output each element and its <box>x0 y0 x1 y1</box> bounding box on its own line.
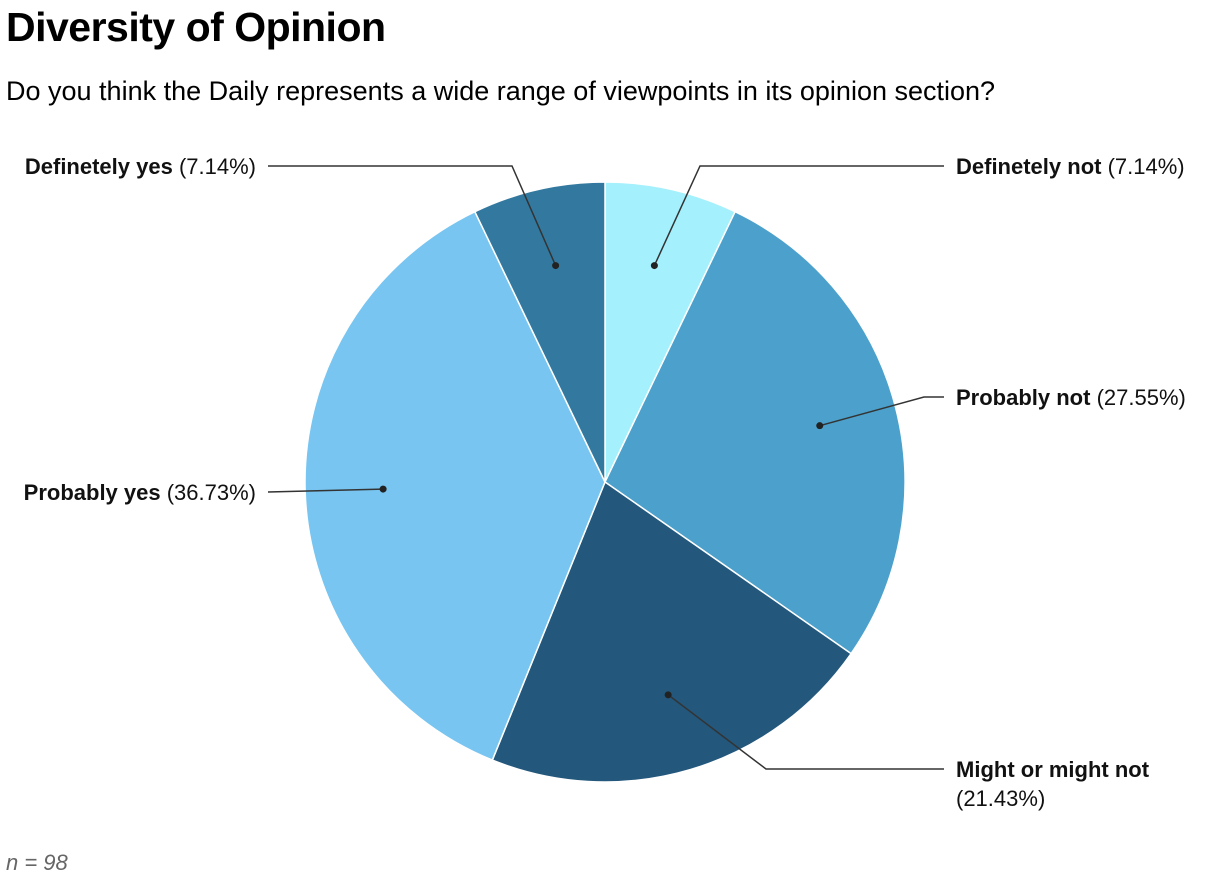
leader-dot-definitely-yes <box>552 262 560 270</box>
slice-label-category: Definetely yes <box>25 154 173 179</box>
slice-label-value: (36.73%) <box>161 480 256 505</box>
slice-label-value: (7.14%) <box>173 154 256 179</box>
pie-slice-definitely-not[interactable] <box>604 181 737 483</box>
leader-line-definitely-not <box>653 165 944 266</box>
leader-dot-definitely-not <box>650 262 658 270</box>
pie-slice-might-or-might-not[interactable] <box>491 480 853 783</box>
leader-dot-probably-yes <box>379 485 387 493</box>
slice-label-category: Probably yes <box>24 480 161 505</box>
slice-label-category: Probably not <box>956 385 1091 410</box>
pie-labels: Definetely not (7.14%) Probably not (27.5… <box>24 154 1186 811</box>
leader-line-might-or-might-not <box>667 694 944 770</box>
chart-title: Diversity of Opinion <box>6 4 386 50</box>
pie-slice-probably-not[interactable] <box>604 210 906 655</box>
slice-label-probably-yes: Probably yes (36.73%) <box>24 480 256 505</box>
leader-dot-might-or-might-not <box>664 691 672 699</box>
slice-label-value: (7.14%) <box>1101 154 1184 179</box>
leader-line-definitely-yes <box>268 165 557 266</box>
slice-label-category: Definetely not <box>956 154 1102 179</box>
chart-subtitle: Do you think the Daily represents a wide… <box>6 76 996 106</box>
slice-label-value: (27.55%) <box>1090 385 1185 410</box>
sample-size-note: n = 98 <box>6 850 68 875</box>
leader-line-probably-yes <box>267 488 384 493</box>
slice-label-probably-not: Probably not (27.55%) <box>956 385 1186 410</box>
leader-line-probably-not <box>819 396 944 427</box>
slice-label-definitely-not: Definetely not (7.14%) <box>956 154 1185 179</box>
pie-slices <box>304 181 906 783</box>
pie-slice-definitely-yes[interactable] <box>473 181 606 483</box>
slice-label-value: (21.43%) <box>956 786 1045 811</box>
slice-label-category: Might or might not <box>956 757 1150 782</box>
slice-label-definitely-yes: Definetely yes (7.14%) <box>25 154 256 179</box>
leader-dot-probably-not <box>816 422 824 430</box>
slice-label-might-or-might-not: Might or might not (21.43%) <box>956 757 1150 811</box>
